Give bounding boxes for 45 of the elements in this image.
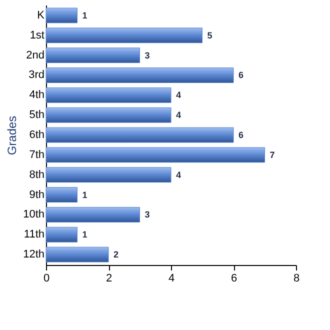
data-label: 2 <box>114 250 119 260</box>
y-tick-label: K <box>37 9 46 22</box>
y-axis-title: Grades <box>5 116 20 156</box>
data-label: 4 <box>176 170 182 180</box>
x-tick-label: 0 <box>43 272 50 284</box>
bar <box>46 127 234 143</box>
bar <box>46 87 172 103</box>
y-tick-label: 6th <box>29 129 44 141</box>
bar <box>46 107 172 123</box>
y-tick-label: 11th <box>24 228 44 241</box>
bar <box>46 8 78 24</box>
bar <box>46 206 140 222</box>
y-tick-label: 2nd <box>26 49 44 62</box>
bar <box>46 246 109 262</box>
bar <box>46 147 265 163</box>
y-tick-label: 9th <box>29 188 44 201</box>
data-label: 4 <box>176 90 182 100</box>
y-tick-label: 10th <box>23 208 44 221</box>
y-tick-label: 12th <box>23 248 44 261</box>
y-tick-label: 3rd <box>28 69 44 82</box>
data-label: 3 <box>144 210 150 220</box>
bar <box>46 167 172 183</box>
y-tick-label: 4th <box>29 89 44 102</box>
data-label: 6 <box>238 70 244 80</box>
y-tick-label: 7th <box>29 148 44 161</box>
data-label: 1 <box>82 10 88 20</box>
x-tick-label: 8 <box>293 272 300 284</box>
data-label: 1 <box>82 190 88 200</box>
bar <box>46 48 140 64</box>
y-tick-label: 1st <box>30 29 44 42</box>
data-label: 4 <box>176 110 182 120</box>
data-label: 6 <box>238 130 244 140</box>
data-label: 5 <box>207 30 212 40</box>
bar <box>46 187 78 202</box>
y-tick-label: 8th <box>29 168 44 181</box>
data-label: 7 <box>270 150 275 160</box>
x-tick-label: 4 <box>168 272 175 284</box>
y-tick-label: 5th <box>29 109 44 122</box>
data-label: 1 <box>82 230 88 240</box>
bar <box>46 28 202 44</box>
bar <box>46 68 234 83</box>
x-tick-label: 6 <box>230 272 238 284</box>
x-tick-label: 2 <box>106 272 112 284</box>
data-label: 3 <box>144 50 150 60</box>
bar <box>46 226 78 242</box>
